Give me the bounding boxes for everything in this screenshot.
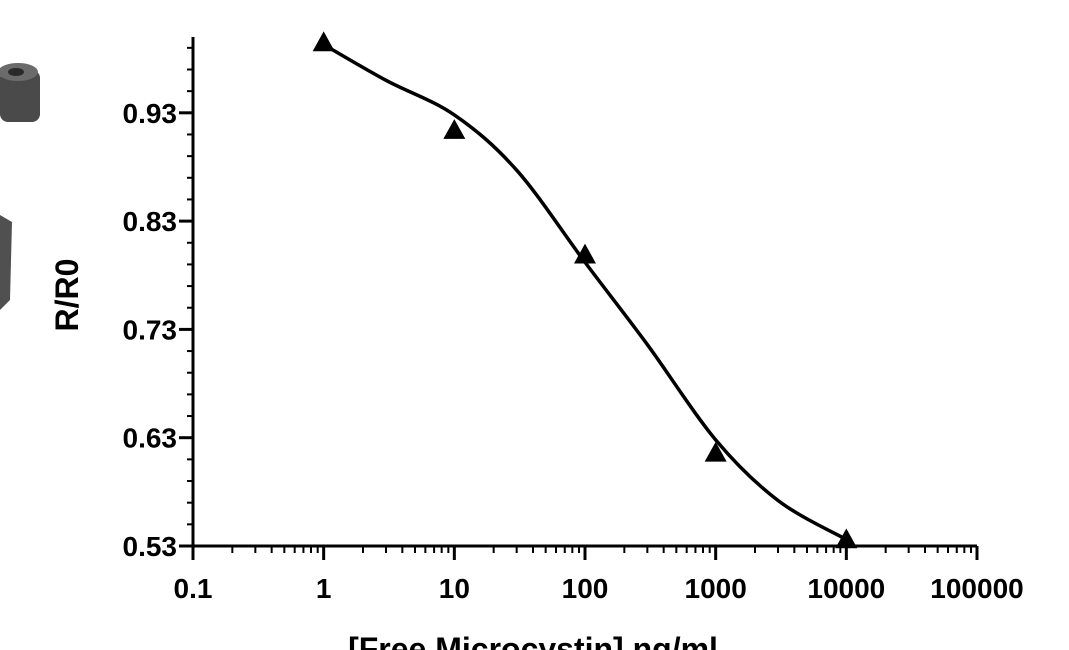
cylinder-hole	[8, 68, 24, 76]
y-tick-label: 0.53	[123, 531, 178, 562]
cylinder-image	[0, 215, 12, 310]
data-point	[443, 119, 466, 139]
data-point	[312, 31, 335, 52]
decorative-objects	[0, 63, 40, 310]
y-tick-label: 0.83	[123, 206, 178, 237]
x-tick-label: 1000	[685, 573, 747, 604]
x-tick-label: 100000	[930, 573, 1023, 604]
fit-curve	[322, 43, 848, 542]
x-axis-label: [Free Microcystin] ng/ml	[348, 631, 718, 650]
y-tick-label: 0.73	[123, 314, 178, 345]
x-tick-label: 10000	[807, 573, 885, 604]
y-tick-label: 0.93	[123, 98, 178, 129]
x-tick-label: 10	[439, 573, 470, 604]
x-tick-label: 0.1	[174, 573, 213, 604]
data-point	[574, 243, 596, 264]
data-point	[704, 441, 727, 462]
data-point	[835, 528, 858, 549]
y-tick-label: 0.63	[123, 423, 178, 454]
cylinder-image	[0, 70, 40, 122]
y-axis-label: R/R0	[49, 259, 85, 332]
x-tick-label: 1	[316, 573, 332, 604]
x-tick-label: 100	[562, 573, 609, 604]
